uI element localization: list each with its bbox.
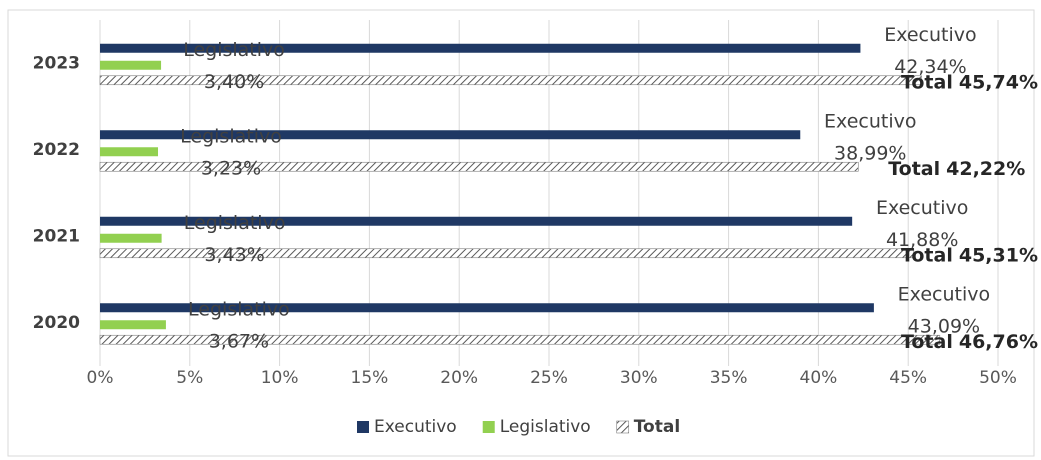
data-label-name: Executivo xyxy=(898,283,990,305)
data-label-name: Legislativo xyxy=(183,39,285,61)
x-tick-label: 40% xyxy=(800,368,838,388)
bar xyxy=(99,161,859,172)
data-label: 45,74% xyxy=(959,71,1038,93)
x-tick-label: 45% xyxy=(889,368,927,388)
data-label-name: Legislativo xyxy=(184,212,286,234)
x-tick-label: 10% xyxy=(261,368,299,388)
bar xyxy=(100,130,801,140)
data-label: 3,43% xyxy=(204,244,264,266)
bar xyxy=(99,75,922,86)
x-tick-label: 0% xyxy=(87,368,114,388)
data-label-name: Executivo xyxy=(876,197,968,219)
bar xyxy=(99,248,915,259)
data-label: 45,31% xyxy=(959,244,1038,266)
bar xyxy=(100,216,853,226)
bar xyxy=(100,233,162,243)
legend-swatch xyxy=(616,420,630,434)
data-label-name: Legislativo xyxy=(180,125,282,147)
data-label: 46,76% xyxy=(959,330,1038,352)
data-label: 3,23% xyxy=(201,157,261,179)
bar xyxy=(100,303,874,313)
data-label: 41,88% xyxy=(886,229,958,251)
data-label-group: Total 45,31% xyxy=(901,244,1038,266)
data-label: 43,09% xyxy=(908,315,980,337)
data-label-group: Total 46,76% xyxy=(901,330,1038,352)
data-label-name: Legislativo xyxy=(188,298,290,320)
data-label: 3,40% xyxy=(204,71,264,93)
x-tick-label: 35% xyxy=(710,368,748,388)
data-label-name: Total xyxy=(888,157,940,179)
bar xyxy=(100,43,861,53)
bar xyxy=(100,147,159,157)
data-label-group: Total 45,74% xyxy=(901,71,1038,93)
data-label-name: Total xyxy=(901,330,953,352)
y-tick-label: 2021 xyxy=(33,226,80,246)
legend-swatch xyxy=(357,421,369,433)
x-tick-label: 50% xyxy=(979,368,1017,388)
x-tick-label: 15% xyxy=(351,368,389,388)
legend-swatch xyxy=(482,421,495,433)
data-label-name: Executivo xyxy=(824,110,916,132)
y-tick-label: 2020 xyxy=(33,313,80,333)
data-label-name: Total xyxy=(901,244,953,266)
bar xyxy=(100,60,162,70)
x-tick-label: 25% xyxy=(530,368,568,388)
x-tick-label: 5% xyxy=(176,368,203,388)
y-tick-label: 2023 xyxy=(33,53,80,73)
data-label: 42,22% xyxy=(946,157,1025,179)
x-tick-label: 30% xyxy=(620,368,658,388)
legend-label: Executivo xyxy=(374,417,457,437)
data-label: 42,34% xyxy=(894,56,966,78)
x-tick-label: 20% xyxy=(440,368,478,388)
data-label-name: Total xyxy=(901,71,953,93)
data-label-group: Total 42,22% xyxy=(888,157,1025,179)
data-label-name: Executivo xyxy=(884,24,976,46)
legend-label: Legislativo xyxy=(500,417,591,437)
y-tick-label: 2022 xyxy=(33,140,80,160)
bar xyxy=(100,320,166,330)
data-label: 38,99% xyxy=(834,142,906,164)
legend-label: Total xyxy=(634,417,680,437)
bar xyxy=(99,334,941,345)
data-label: 3,67% xyxy=(209,330,269,352)
